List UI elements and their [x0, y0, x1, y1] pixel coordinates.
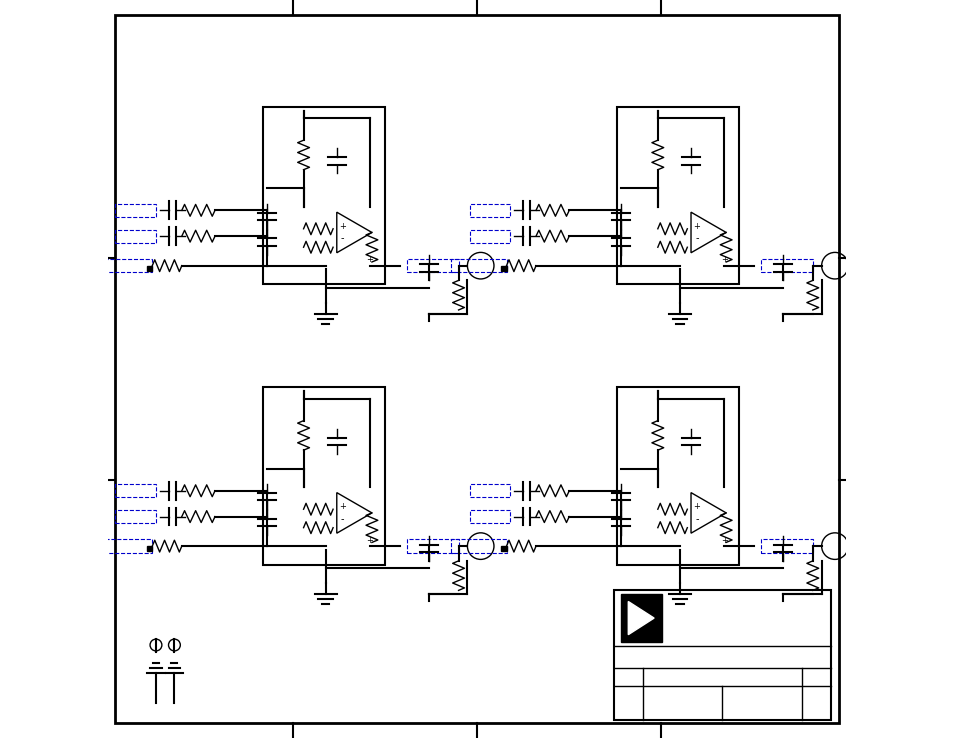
Bar: [451, 259, 506, 272]
Bar: [469, 204, 510, 217]
Bar: [451, 539, 506, 553]
Text: +: +: [693, 503, 700, 511]
Bar: [469, 230, 510, 243]
Text: -: -: [340, 233, 344, 244]
Bar: [620, 594, 660, 642]
Bar: [263, 387, 384, 565]
Bar: [760, 539, 812, 553]
Text: -: -: [695, 514, 698, 524]
Text: +: +: [366, 255, 373, 264]
Bar: [407, 259, 458, 272]
Bar: [97, 539, 152, 553]
Bar: [263, 107, 384, 284]
Bar: [469, 510, 510, 523]
Text: -: -: [340, 514, 344, 524]
Text: +: +: [720, 536, 727, 545]
Text: +: +: [366, 536, 373, 545]
Bar: [115, 484, 155, 497]
Text: +: +: [339, 222, 346, 231]
Text: -: -: [695, 233, 698, 244]
Bar: [613, 590, 830, 720]
Bar: [97, 259, 152, 272]
Bar: [617, 107, 739, 284]
Bar: [115, 230, 155, 243]
Bar: [501, 266, 506, 271]
Bar: [407, 539, 458, 553]
Bar: [115, 510, 155, 523]
Text: +: +: [693, 222, 700, 231]
Bar: [147, 546, 152, 551]
Bar: [147, 266, 152, 271]
Bar: [760, 259, 812, 272]
Bar: [617, 387, 739, 565]
Text: +: +: [339, 503, 346, 511]
Polygon shape: [628, 601, 654, 635]
Text: +: +: [720, 255, 727, 264]
Bar: [501, 546, 506, 551]
Bar: [469, 484, 510, 497]
Bar: [115, 204, 155, 217]
